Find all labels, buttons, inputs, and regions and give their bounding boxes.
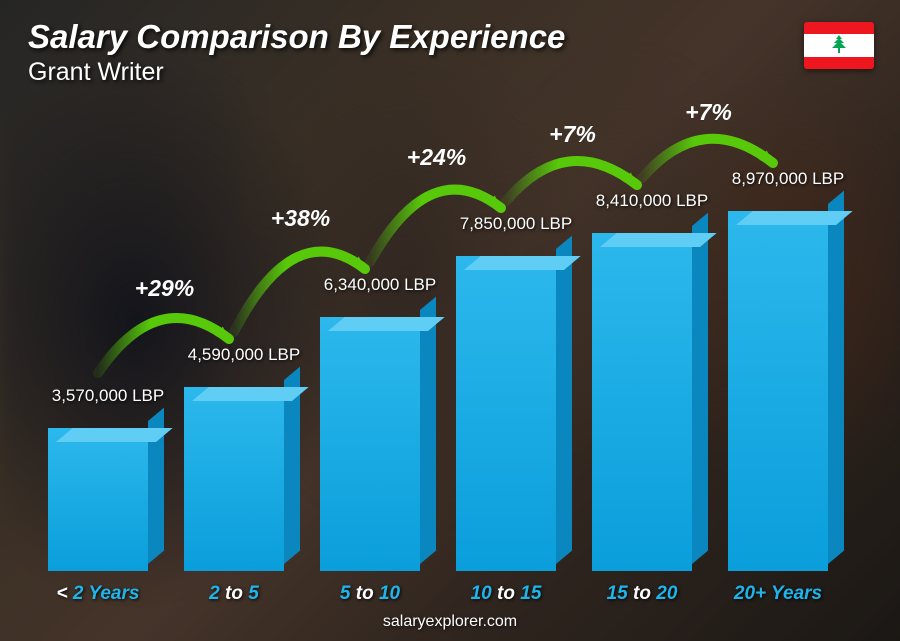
bar-value-label: 8,410,000 LBP <box>582 191 722 211</box>
bar-value-label: 3,570,000 LBP <box>38 386 178 406</box>
growth-arc: +29% <box>28 203 244 403</box>
cedar-icon <box>828 34 850 58</box>
bar-value-label: 7,850,000 LBP <box>446 214 586 234</box>
x-axis-labels: < 2 Years2 to 55 to 1010 to 1515 to 2020… <box>38 577 858 605</box>
bar-value-label: 6,340,000 LBP <box>310 275 450 295</box>
page-subtitle: Grant Writer <box>28 58 565 87</box>
bar-column <box>456 256 556 571</box>
bar-value-label: 8,970,000 LBP <box>718 169 858 189</box>
footer-credit: salaryexplorer.com <box>0 613 900 631</box>
x-axis-label: 2 to 5 <box>166 583 302 605</box>
x-axis-label: 10 to 15 <box>438 583 574 605</box>
bar-column <box>728 211 828 571</box>
x-axis-label: 5 to 10 <box>302 583 438 605</box>
x-axis-label: < 2 Years <box>30 583 166 605</box>
growth-pct-label: +29% <box>135 275 194 301</box>
page-title: Salary Comparison By Experience <box>28 18 565 56</box>
bar-value-label: 4,590,000 LBP <box>174 345 314 365</box>
x-axis-label: 15 to 20 <box>574 583 710 605</box>
growth-pct-label: +24% <box>407 144 466 170</box>
bar-column <box>592 233 692 571</box>
bar-column <box>320 317 420 571</box>
growth-pct-label: +7% <box>685 99 732 125</box>
x-axis-label: 20+ Years <box>710 583 846 605</box>
salary-bar-chart: 3,570,000 LBP 4,590,000 LBP +29% 6,340,000 … <box>38 101 858 571</box>
growth-pct-label: +7% <box>549 121 596 147</box>
growth-pct-label: +38% <box>271 205 330 231</box>
bar-column <box>48 428 148 571</box>
bar-column <box>184 387 284 571</box>
flag-lebanon-icon <box>804 22 874 69</box>
title-block: Salary Comparison By Experience Grant Wr… <box>28 18 565 87</box>
